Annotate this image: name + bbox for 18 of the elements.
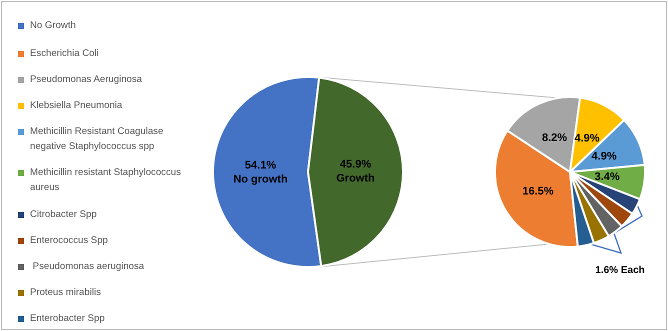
legend-label: Proteus mirabilis: [30, 286, 101, 300]
legend-label: Methicillin resistant Staphylococcus aureus: [30, 166, 182, 196]
legend-label: Enterococcus Spp: [30, 234, 108, 248]
data-label: 54.1% No growth: [233, 160, 288, 186]
legend-label: Methicillin Resistant Coagulase negative Staphylococcus spp: [30, 125, 164, 154]
legend-label: No Growth: [30, 19, 76, 33]
legend-label: Escherichia Coli: [30, 47, 99, 61]
legend-label: Citrobacter Spp: [30, 208, 97, 222]
legend-label: Klebsiella Pneumonia: [30, 99, 122, 114]
data-label: 3.4%: [594, 171, 620, 184]
data-label: 8.2%: [542, 132, 568, 144]
text: 1.6% Each: [595, 264, 645, 276]
legend-label: Pseudomonas Aeruginosa: [30, 73, 142, 88]
legend-label: Enterobacter Spp: [30, 312, 105, 326]
data-label: 45.9% Growth: [336, 158, 376, 185]
data-label: 16.5%: [522, 186, 554, 198]
legend-label: Pseudomonas aeruginosa: [32, 260, 144, 274]
data-label: 4.9%: [592, 150, 617, 162]
